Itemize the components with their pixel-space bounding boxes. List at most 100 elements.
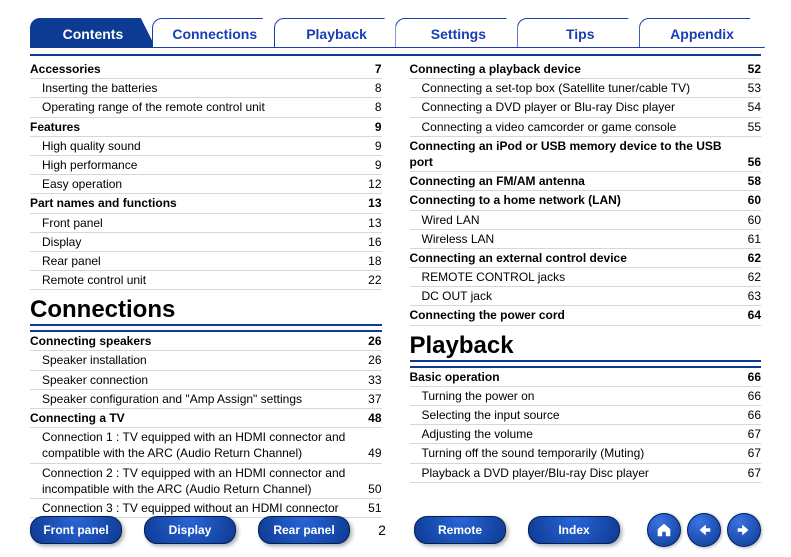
toc-row[interactable]: Connecting a DVD player or Blu-ray Disc … bbox=[410, 98, 762, 117]
toc-row[interactable]: REMOTE CONTROL jacks62 bbox=[410, 268, 762, 287]
toc-label: Speaker configuration and "Amp Assign" s… bbox=[30, 391, 356, 407]
toc-row[interactable]: Connection 2 : TV equipped with an HDMI … bbox=[30, 464, 382, 499]
toc-row[interactable]: Connecting an FM/AM antenna58 bbox=[410, 172, 762, 191]
toc-row[interactable]: Connecting speakers26 bbox=[30, 330, 382, 351]
toc-row[interactable]: DC OUT jack63 bbox=[410, 287, 762, 306]
toc-row[interactable]: Connecting a playback device52 bbox=[410, 60, 762, 79]
toc-label: DC OUT jack bbox=[410, 288, 736, 304]
toc-label: Connecting a TV bbox=[30, 410, 356, 426]
section-title: Connections bbox=[30, 296, 382, 326]
toc-row[interactable]: Connection 1 : TV equipped with an HDMI … bbox=[30, 428, 382, 463]
tab-settings[interactable]: Settings bbox=[395, 18, 521, 48]
toc-page: 61 bbox=[735, 231, 761, 247]
toc-label: Rear panel bbox=[30, 253, 356, 269]
toc-row[interactable]: Turning off the sound temporarily (Mutin… bbox=[410, 444, 762, 463]
toc-page: 58 bbox=[735, 173, 761, 189]
bottom-buttons-right: Remote Index bbox=[414, 516, 620, 544]
toc-row[interactable]: Accessories7 bbox=[30, 60, 382, 79]
toc-label: Connecting an FM/AM antenna bbox=[410, 173, 736, 189]
nav-button-index[interactable]: Index bbox=[528, 516, 620, 544]
toc-row[interactable]: Connecting the power cord64 bbox=[410, 306, 762, 325]
toc-label: Accessories bbox=[30, 61, 356, 77]
nav-button-front-panel[interactable]: Front panel bbox=[30, 516, 122, 544]
toc-row[interactable]: Wireless LAN61 bbox=[410, 230, 762, 249]
toc-page: 53 bbox=[735, 80, 761, 96]
toc-row[interactable]: Connecting a set-top box (Satellite tune… bbox=[410, 79, 762, 98]
toc-label: Turning off the sound temporarily (Mutin… bbox=[410, 445, 736, 461]
toc-page: 54 bbox=[735, 99, 761, 115]
toc-page: 67 bbox=[735, 445, 761, 461]
toc-page: 37 bbox=[356, 391, 382, 407]
prev-icon[interactable] bbox=[687, 513, 721, 547]
tab-playback[interactable]: Playback bbox=[274, 18, 400, 48]
toc-row[interactable]: Connecting an iPod or USB memory device … bbox=[410, 137, 762, 172]
toc-page: 8 bbox=[356, 99, 382, 115]
toc-page: 9 bbox=[356, 119, 382, 135]
toc-page: 49 bbox=[356, 445, 382, 461]
toc-page: 62 bbox=[735, 250, 761, 266]
toc-label: Wired LAN bbox=[410, 212, 736, 228]
home-icon[interactable] bbox=[647, 513, 681, 547]
toc-page: 60 bbox=[735, 192, 761, 208]
toc-page: 12 bbox=[356, 176, 382, 192]
toc-row[interactable]: Speaker connection33 bbox=[30, 371, 382, 390]
toc-label: Connecting the power cord bbox=[410, 307, 736, 323]
toc-label: Playback a DVD player/Blu-ray Disc playe… bbox=[410, 465, 736, 481]
toc-page: 52 bbox=[735, 61, 761, 77]
toc-label: Remote control unit bbox=[30, 272, 356, 288]
toc-row[interactable]: High quality sound9 bbox=[30, 137, 382, 156]
toc-row[interactable]: Speaker configuration and "Amp Assign" s… bbox=[30, 390, 382, 409]
nav-button-rear-panel[interactable]: Rear panel bbox=[258, 516, 350, 544]
toc-label: Connecting a DVD player or Blu-ray Disc … bbox=[410, 99, 736, 115]
toc-label: High quality sound bbox=[30, 138, 356, 154]
tabs-divider bbox=[30, 54, 761, 56]
tab-appendix[interactable]: Appendix bbox=[639, 18, 765, 48]
tabs: ContentsConnectionsPlaybackSettingsTipsA… bbox=[30, 18, 761, 48]
columns: Accessories7Inserting the batteries8Oper… bbox=[30, 60, 761, 518]
toc-row[interactable]: High performance9 bbox=[30, 156, 382, 175]
toc-row[interactable]: Basic operation66 bbox=[410, 366, 762, 387]
toc-row[interactable]: Front panel13 bbox=[30, 214, 382, 233]
toc-row[interactable]: Operating range of the remote control un… bbox=[30, 98, 382, 117]
toc-row[interactable]: Playback a DVD player/Blu-ray Disc playe… bbox=[410, 464, 762, 483]
toc-page: 55 bbox=[735, 119, 761, 135]
toc-label: Connecting a video camcorder or game con… bbox=[410, 119, 736, 135]
toc-label: Wireless LAN bbox=[410, 231, 736, 247]
toc-label: Operating range of the remote control un… bbox=[30, 99, 356, 115]
bottom-bar: Front panel Display Rear panel 2 Remote Ind… bbox=[30, 513, 761, 547]
toc-row[interactable]: Easy operation12 bbox=[30, 175, 382, 194]
toc-row[interactable]: Speaker installation26 bbox=[30, 351, 382, 370]
tab-tips[interactable]: Tips bbox=[517, 18, 643, 48]
toc-row[interactable]: Part names and functions13 bbox=[30, 194, 382, 213]
toc-row[interactable]: Adjusting the volume67 bbox=[410, 425, 762, 444]
toc-row[interactable]: Connecting to a home network (LAN)60 bbox=[410, 191, 762, 210]
toc-row[interactable]: Display16 bbox=[30, 233, 382, 252]
toc-page: 63 bbox=[735, 288, 761, 304]
toc-row[interactable]: Connecting a TV48 bbox=[30, 409, 382, 428]
toc-row[interactable]: Wired LAN60 bbox=[410, 211, 762, 230]
toc-row[interactable]: Turning the power on66 bbox=[410, 387, 762, 406]
nav-button-remote[interactable]: Remote bbox=[414, 516, 506, 544]
page-number: 2 bbox=[372, 522, 392, 538]
toc-row[interactable]: Connecting a video camcorder or game con… bbox=[410, 118, 762, 137]
tab-connections[interactable]: Connections bbox=[152, 18, 278, 48]
toc-page: 9 bbox=[356, 138, 382, 154]
toc-label: Part names and functions bbox=[30, 195, 356, 211]
toc-row[interactable]: Features9 bbox=[30, 118, 382, 137]
toc-row[interactable]: Connecting an external control device62 bbox=[410, 249, 762, 268]
toc-row[interactable]: Selecting the input source66 bbox=[410, 406, 762, 425]
toc-label: Easy operation bbox=[30, 176, 356, 192]
toc-row[interactable]: Inserting the batteries8 bbox=[30, 79, 382, 98]
toc-page: 13 bbox=[356, 195, 382, 211]
toc-page: 64 bbox=[735, 307, 761, 323]
section-title: Playback bbox=[410, 332, 762, 362]
toc-row[interactable]: Rear panel18 bbox=[30, 252, 382, 271]
next-icon[interactable] bbox=[727, 513, 761, 547]
toc-label: Speaker connection bbox=[30, 372, 356, 388]
toc-row[interactable]: Remote control unit22 bbox=[30, 271, 382, 290]
nav-button-display[interactable]: Display bbox=[144, 516, 236, 544]
toc-label: Connecting speakers bbox=[30, 333, 356, 349]
tab-contents[interactable]: Contents bbox=[30, 18, 156, 48]
toc-column-left: Accessories7Inserting the batteries8Oper… bbox=[30, 60, 382, 518]
toc-page: 66 bbox=[735, 407, 761, 423]
